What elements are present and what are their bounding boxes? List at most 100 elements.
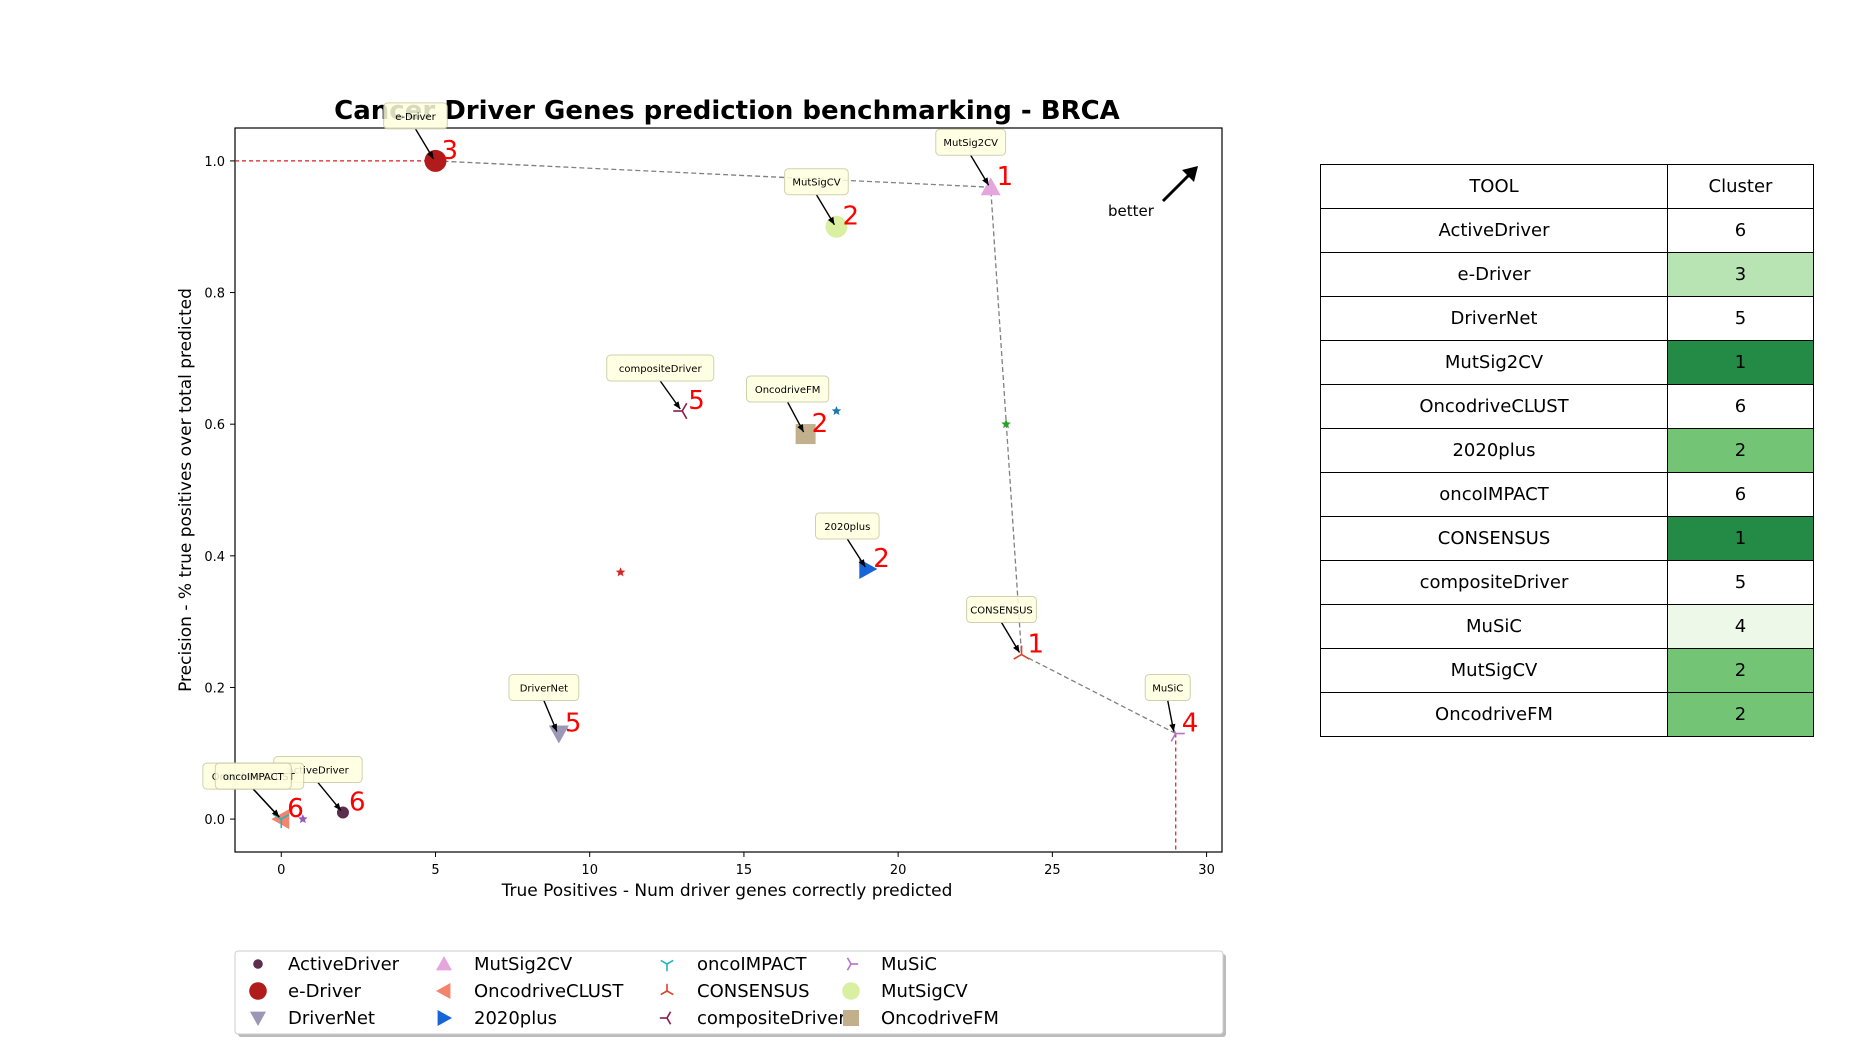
annotation-arrowhead [427, 150, 434, 159]
annotation-box [214, 762, 292, 790]
rank-label: 5 [565, 709, 582, 739]
better-label: better [1108, 202, 1155, 220]
annotation-label: compositeDriver [619, 364, 703, 375]
annotation-label: MutSig2CV [943, 138, 998, 149]
marker [660, 983, 674, 996]
annotation-arrowhead [858, 559, 866, 567]
tool-cell: OncodriveCLUST [1320, 384, 1668, 429]
rank-label: 4 [1182, 709, 1199, 739]
plot-area: 0 5 10 15 20 25 300.00.20.40.60.81.0ActiveDriv… [202, 102, 1223, 878]
marker-arm [681, 410, 688, 420]
marker [843, 1010, 859, 1026]
annotation-label: e-Driver [395, 112, 436, 123]
annotation-arrowhead [333, 802, 341, 811]
better-arrowhead [1182, 166, 1198, 182]
cluster-cell: 6 [1667, 208, 1814, 253]
marker [673, 402, 688, 420]
x-tick-label: 10 [581, 863, 598, 878]
annotation-arrowhead [271, 809, 280, 818]
table-row: 2020plus 2 [1320, 428, 1814, 473]
y-tick-label: 0.4 [204, 550, 225, 565]
data-point-MuSiC: MuSiC 4 [1144, 674, 1199, 742]
better-indicator: better [1108, 166, 1198, 220]
marker-arm [273, 813, 282, 820]
annotation-arrowhead [551, 723, 557, 732]
rank-label: 6 [287, 794, 304, 824]
marker-arm [1170, 733, 1177, 742]
annotation-label: OncodriveFM [755, 385, 821, 396]
marker [548, 725, 569, 744]
rank-label: 5 [688, 386, 705, 416]
legend-label: 2020plus [474, 1008, 557, 1029]
tool-cell: oncoIMPACT [1320, 472, 1668, 517]
better-arrow [1161, 170, 1194, 203]
x-tick-label: 25 [1044, 863, 1061, 878]
data-point-MutSig2CV: MutSig2CV 1 [935, 128, 1013, 196]
data-point-DriverNet: DriverNet 5 [508, 674, 582, 744]
rank-label: 3 [441, 136, 458, 166]
table-row: MutSigCV 2 [1320, 648, 1814, 693]
rank-label: 2 [812, 409, 829, 439]
y-tick-label: 0.2 [204, 681, 225, 696]
annotation-box [966, 596, 1037, 624]
marker-arm [280, 813, 290, 820]
cluster-cell: 6 [1667, 384, 1814, 429]
legend-item-2020plus: 2020plus [437, 1008, 557, 1029]
table-row: MutSig2CV 1 [1320, 340, 1814, 385]
legend-item-MuSiC: MuSiC [846, 954, 937, 975]
tool-cell: ActiveDriver [1320, 208, 1668, 253]
legend-item-DriverNet: DriverNet [250, 1008, 375, 1029]
table-row: oncoIMPACT 6 [1320, 472, 1814, 517]
header-cluster: Cluster [1667, 164, 1814, 209]
tool-cell: MutSig2CV [1320, 340, 1668, 385]
annotation-arrowhead [1169, 723, 1176, 732]
table-body: ActiveDriver 6 e-Driver 3 DriverNet 5 MutSig2C… [1320, 208, 1814, 737]
legend-label: MutSigCV [881, 981, 968, 1002]
legend-item-OncodriveCLUST: OncodriveCLUST [436, 981, 624, 1002]
table-row: MuSiC 4 [1320, 604, 1814, 649]
rank-label: 2 [842, 202, 859, 232]
annotation-arrowhead [797, 424, 804, 433]
tool-cell: MutSigCV [1320, 648, 1668, 693]
annotation-label: 2020plus [824, 522, 870, 533]
table-row: compositeDriver 5 [1320, 560, 1814, 605]
legend-item-MutSig2CV: MutSig2CV [436, 954, 573, 975]
legend-label: DriverNet [288, 1008, 375, 1029]
cluster-cell: 1 [1667, 340, 1814, 385]
marker [660, 959, 674, 972]
legend-label: OncodriveFM [881, 1008, 999, 1029]
annotation-box [508, 674, 580, 702]
marker [249, 982, 267, 1000]
cluster-centroid-star [1001, 419, 1011, 429]
x-tick-label: 0 [277, 863, 285, 878]
legend-item-CONSENSUS: CONSENSUS [660, 981, 810, 1002]
data-point-OncodriveFM: OncodriveFM 2 [746, 375, 830, 445]
data-point-CONSENSUS: CONSENSUS 1 [966, 596, 1044, 660]
annotation-box [1144, 674, 1191, 702]
cluster-table: TOOL Cluster ActiveDriver 6 e-Driver 3 Drive… [1320, 164, 1814, 737]
x-axis-label: True Positives - Num driver genes correc… [501, 881, 953, 901]
table-row: DriverNet 5 [1320, 296, 1814, 341]
legend-item-e-Driver: e-Driver [249, 981, 362, 1002]
legend-label: MuSiC [881, 954, 937, 975]
marker [436, 956, 452, 971]
marker-arm [681, 402, 688, 412]
annotation-box [784, 168, 849, 196]
x-tick-label: 20 [890, 863, 907, 878]
marker-arm [1021, 653, 1030, 660]
marker-arm [660, 959, 668, 965]
marker [250, 1011, 266, 1026]
pareto-frontier-line [435, 160, 1177, 735]
marker-arm [666, 1011, 672, 1019]
y-axis-label: Precision - % true positives over total … [176, 288, 196, 692]
annotation-label: CONSENSUS [970, 606, 1033, 617]
legend-label: e-Driver [288, 981, 362, 1002]
annotation-box [814, 512, 880, 540]
legend-label: CONSENSUS [697, 981, 810, 1002]
cluster-cell: 2 [1667, 692, 1814, 737]
rank-label: 2 [873, 544, 890, 574]
tool-cell: 2020plus [1320, 428, 1668, 473]
legend-label: OncodriveCLUST [474, 981, 624, 1002]
annotation-label: MutSigCV [792, 178, 840, 189]
